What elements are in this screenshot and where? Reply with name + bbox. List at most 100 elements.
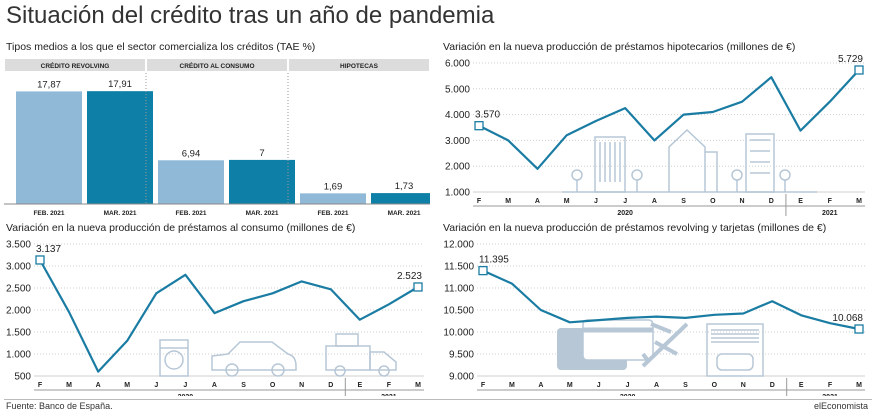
bar-value-label: 6,94 bbox=[182, 148, 201, 159]
y-tick-label: 1.500 bbox=[6, 328, 31, 339]
month-tick-label: E bbox=[799, 382, 804, 389]
month-tick-label: M bbox=[66, 382, 72, 389]
bar-value-label: 7 bbox=[259, 148, 264, 159]
y-tick-label: 4.000 bbox=[445, 110, 470, 121]
month-tick-label: O bbox=[710, 198, 716, 205]
endpoint-label: 10.068 bbox=[832, 313, 863, 324]
truck-icon bbox=[378, 365, 390, 377]
bar-value-label: 1,69 bbox=[324, 181, 343, 192]
y-tick-label: 6.000 bbox=[445, 59, 470, 70]
truck-icon bbox=[325, 345, 371, 371]
consumer-illustration bbox=[159, 333, 397, 377]
month-tick-label: J bbox=[597, 382, 601, 389]
truck-icon bbox=[335, 333, 359, 347]
revolving-line-chart: 9.000 9.500 10.000 10.500 11.000 11.500 12.000… bbox=[443, 240, 865, 396]
month-tick-label: S bbox=[681, 198, 686, 205]
group-header bbox=[147, 59, 287, 71]
month-tick-label: F bbox=[828, 382, 833, 389]
y-tick-label: 3.000 bbox=[445, 136, 470, 147]
tae-bar-chart: CRÉDITO REVOLVING 17,87 FEB. 2021 17,91 MAR.… bbox=[4, 59, 430, 217]
month-tick-label: F bbox=[38, 382, 43, 389]
bar bbox=[158, 160, 224, 204]
endpoint-marker bbox=[478, 265, 488, 276]
tree-icon bbox=[779, 169, 791, 181]
month-tick-label: F bbox=[477, 198, 482, 205]
month-tick-label: S bbox=[683, 382, 688, 389]
revolving-chart-title: Variación en la nueva producción de prés… bbox=[443, 222, 827, 234]
washing-machine-icon bbox=[164, 350, 184, 370]
month-tick-label: A bbox=[538, 382, 543, 389]
consumer-line-chart: 500 1.000 1.500 2.000 2.500 3.000 3.500 3.137 2.… bbox=[6, 240, 424, 396]
month-tick-label: J bbox=[154, 382, 158, 389]
year-label: 2020 bbox=[178, 394, 194, 396]
source-note: Fuente: Banco de España. bbox=[6, 401, 113, 411]
month-tick-label: A bbox=[654, 382, 659, 389]
x-tick-label: FEB. 2021 bbox=[175, 210, 206, 217]
group-label: HIPOTECAS bbox=[340, 63, 379, 70]
y-tick-label: 2.000 bbox=[445, 162, 470, 173]
month-tick-label: F bbox=[481, 382, 486, 389]
bar-chart-title: Tipos medios a los que el sector comerci… bbox=[6, 41, 316, 53]
revolving-illustration bbox=[557, 319, 764, 377]
month-tick-label: M bbox=[509, 382, 515, 389]
consumer-chart-title: Variación en la nueva producción de prés… bbox=[6, 222, 356, 234]
year-label: 2020 bbox=[620, 394, 636, 396]
airplane-icon bbox=[641, 322, 689, 368]
x-tick-label: MAR. 2021 bbox=[104, 210, 137, 217]
car-icon bbox=[211, 341, 297, 371]
x-tick-label: MAR. 2021 bbox=[246, 210, 279, 217]
month-tick-label: J bbox=[183, 382, 187, 389]
year-label: 2021 bbox=[381, 394, 397, 396]
month-tick-label: A bbox=[652, 198, 657, 205]
page-title: Situación del crédito tras un año de pan… bbox=[6, 2, 495, 29]
series-line bbox=[478, 69, 860, 170]
endpoint-marker bbox=[854, 324, 864, 334]
truck-icon bbox=[334, 365, 346, 377]
month-tick-label: J bbox=[626, 382, 630, 389]
month-tick-label: N bbox=[740, 198, 745, 205]
year-label: 2020 bbox=[617, 210, 633, 217]
month-tick-label: J bbox=[623, 198, 627, 205]
y-tick-label: 10.500 bbox=[443, 306, 474, 317]
building-icon bbox=[745, 133, 775, 193]
month-tick-label: E bbox=[358, 382, 363, 389]
month-tick-label: E bbox=[798, 198, 803, 205]
y-tick-label: 3.000 bbox=[6, 262, 31, 273]
month-tick-label: S bbox=[241, 382, 246, 389]
y-tick-label: 5.000 bbox=[445, 84, 470, 95]
y-tick-label: 9.500 bbox=[449, 350, 474, 361]
month-tick-label: D bbox=[770, 382, 775, 389]
month-tick-label: D bbox=[769, 198, 774, 205]
endpoint-label: 5.729 bbox=[838, 54, 863, 65]
month-tick-label: O bbox=[712, 382, 718, 389]
month-tick-label: N bbox=[741, 382, 746, 389]
series-line bbox=[482, 269, 860, 331]
month-tick-label: A bbox=[96, 382, 101, 389]
endpoint-marker bbox=[35, 255, 45, 265]
endpoint-marker bbox=[854, 65, 864, 75]
endpoint-marker bbox=[474, 121, 484, 131]
mortgage-illustration bbox=[562, 128, 817, 193]
year-label: 2021 bbox=[822, 394, 838, 396]
footer-divider bbox=[4, 399, 872, 400]
bar bbox=[87, 91, 153, 204]
y-tick-label: 12.000 bbox=[443, 240, 474, 251]
bar-value-label: 17,87 bbox=[37, 79, 61, 90]
month-tick-label: M bbox=[124, 382, 130, 389]
x-tick-label: FEB. 2021 bbox=[33, 210, 64, 217]
bar bbox=[300, 193, 366, 204]
car-icon bbox=[225, 363, 239, 377]
month-tick-label: M bbox=[856, 198, 862, 205]
bar bbox=[16, 91, 82, 204]
washing-machine-icon bbox=[159, 339, 189, 377]
month-tick-label: M bbox=[856, 382, 862, 389]
mortgage-chart-title: Variación en la nueva producción de prés… bbox=[443, 41, 796, 53]
month-tick-label: M bbox=[505, 198, 511, 205]
month-tick-label: M bbox=[567, 382, 573, 389]
y-tick-label: 2.500 bbox=[6, 284, 31, 295]
month-tick-label: F bbox=[828, 198, 833, 205]
tree-icon bbox=[731, 169, 743, 181]
garage-car-icon bbox=[706, 323, 764, 377]
month-tick-label: N bbox=[299, 382, 304, 389]
credit-card-icon bbox=[582, 319, 654, 361]
